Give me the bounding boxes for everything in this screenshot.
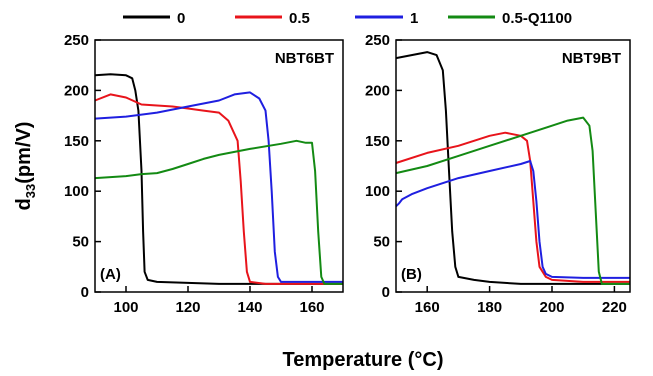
panel-b-tag: (B) [401,266,422,283]
panel-b-y-tick-label: 250 [365,32,390,49]
panel-b-series-0-5 [395,131,630,283]
panel-b-x-tick-label: 220 [602,299,627,316]
legend-label-0-5: 0.5 [289,10,310,27]
legend: 0 0.5 1 0.5-Q1100 [123,10,572,27]
panel-a-x-tick-label: 120 [175,299,200,316]
y-axis-title-main: d [13,198,35,210]
panel-b-title: NBT9BT [562,50,621,67]
panel-b-series-0-5-q1100 [395,116,630,285]
panel-a-y-tick-label: 200 [64,82,89,99]
panel-a-y-tick-label: 0 [81,284,89,301]
panel-a-x-tick-label: 160 [299,299,324,316]
panel-a-title: NBT6BT [275,50,334,67]
panel-b-x-tick-label: 180 [477,299,502,316]
panel-a-ticks: 100 120 140 160 0 50 100 150 200 250 [64,32,325,316]
legend-label-0: 0 [177,10,185,27]
panel-a-x-tick-label: 100 [113,299,138,316]
y-axis-title: d33(pm/V) [13,122,38,211]
panel-b-plot: 160 180 200 220 0 50 100 150 200 250 NBT9BT (B) [365,32,631,316]
panel-a-series-1 [94,91,343,283]
panel-a-frame [94,39,344,293]
panel-b-y-tick-label: 0 [382,284,390,301]
panel-a-y-tick-label: 100 [64,183,89,200]
panel-b-x-tick-label: 160 [415,299,440,316]
panel-b-frame [395,39,631,293]
panel-a-x-tick-label: 140 [237,299,262,316]
legend-label-0-5-q1100: 0.5-Q1100 [502,10,572,27]
panel-b-y-tick-label: 100 [365,183,390,200]
legend-label-1: 1 [410,10,418,27]
panel-a-series-0-5 [94,93,343,285]
panel-a-tag: (A) [100,266,121,283]
panel-a-series-0 [94,73,343,285]
panel-a-y-tick-label: 50 [72,234,89,251]
panel-b-y-tick-label: 200 [365,82,390,99]
panel-a-y-tick-label: 150 [64,133,89,150]
panel-a-series [94,73,343,285]
y-axis-title-rest: (pm/V) [13,122,35,184]
panel-a-plot: 100 120 140 160 0 50 100 150 200 250 NBT6BT (A) [64,32,344,316]
panel-b-y-tick-label: 50 [373,234,390,251]
panel-b-ticks: 160 180 200 220 0 50 100 150 200 250 [365,32,627,316]
panel-b-y-tick-label: 150 [365,133,390,150]
panel-a-y-tick-label: 250 [64,32,89,49]
panel-b-x-tick-label: 200 [539,299,564,316]
y-axis-title-sub: 33 [23,184,38,198]
panel-b-series [395,51,630,285]
panel-b-series-0 [395,51,630,285]
x-axis-title: Temperature (°C) [283,349,444,371]
panel-b-series-1 [395,160,630,279]
panel-a-series-0-5-q1100 [94,139,343,285]
